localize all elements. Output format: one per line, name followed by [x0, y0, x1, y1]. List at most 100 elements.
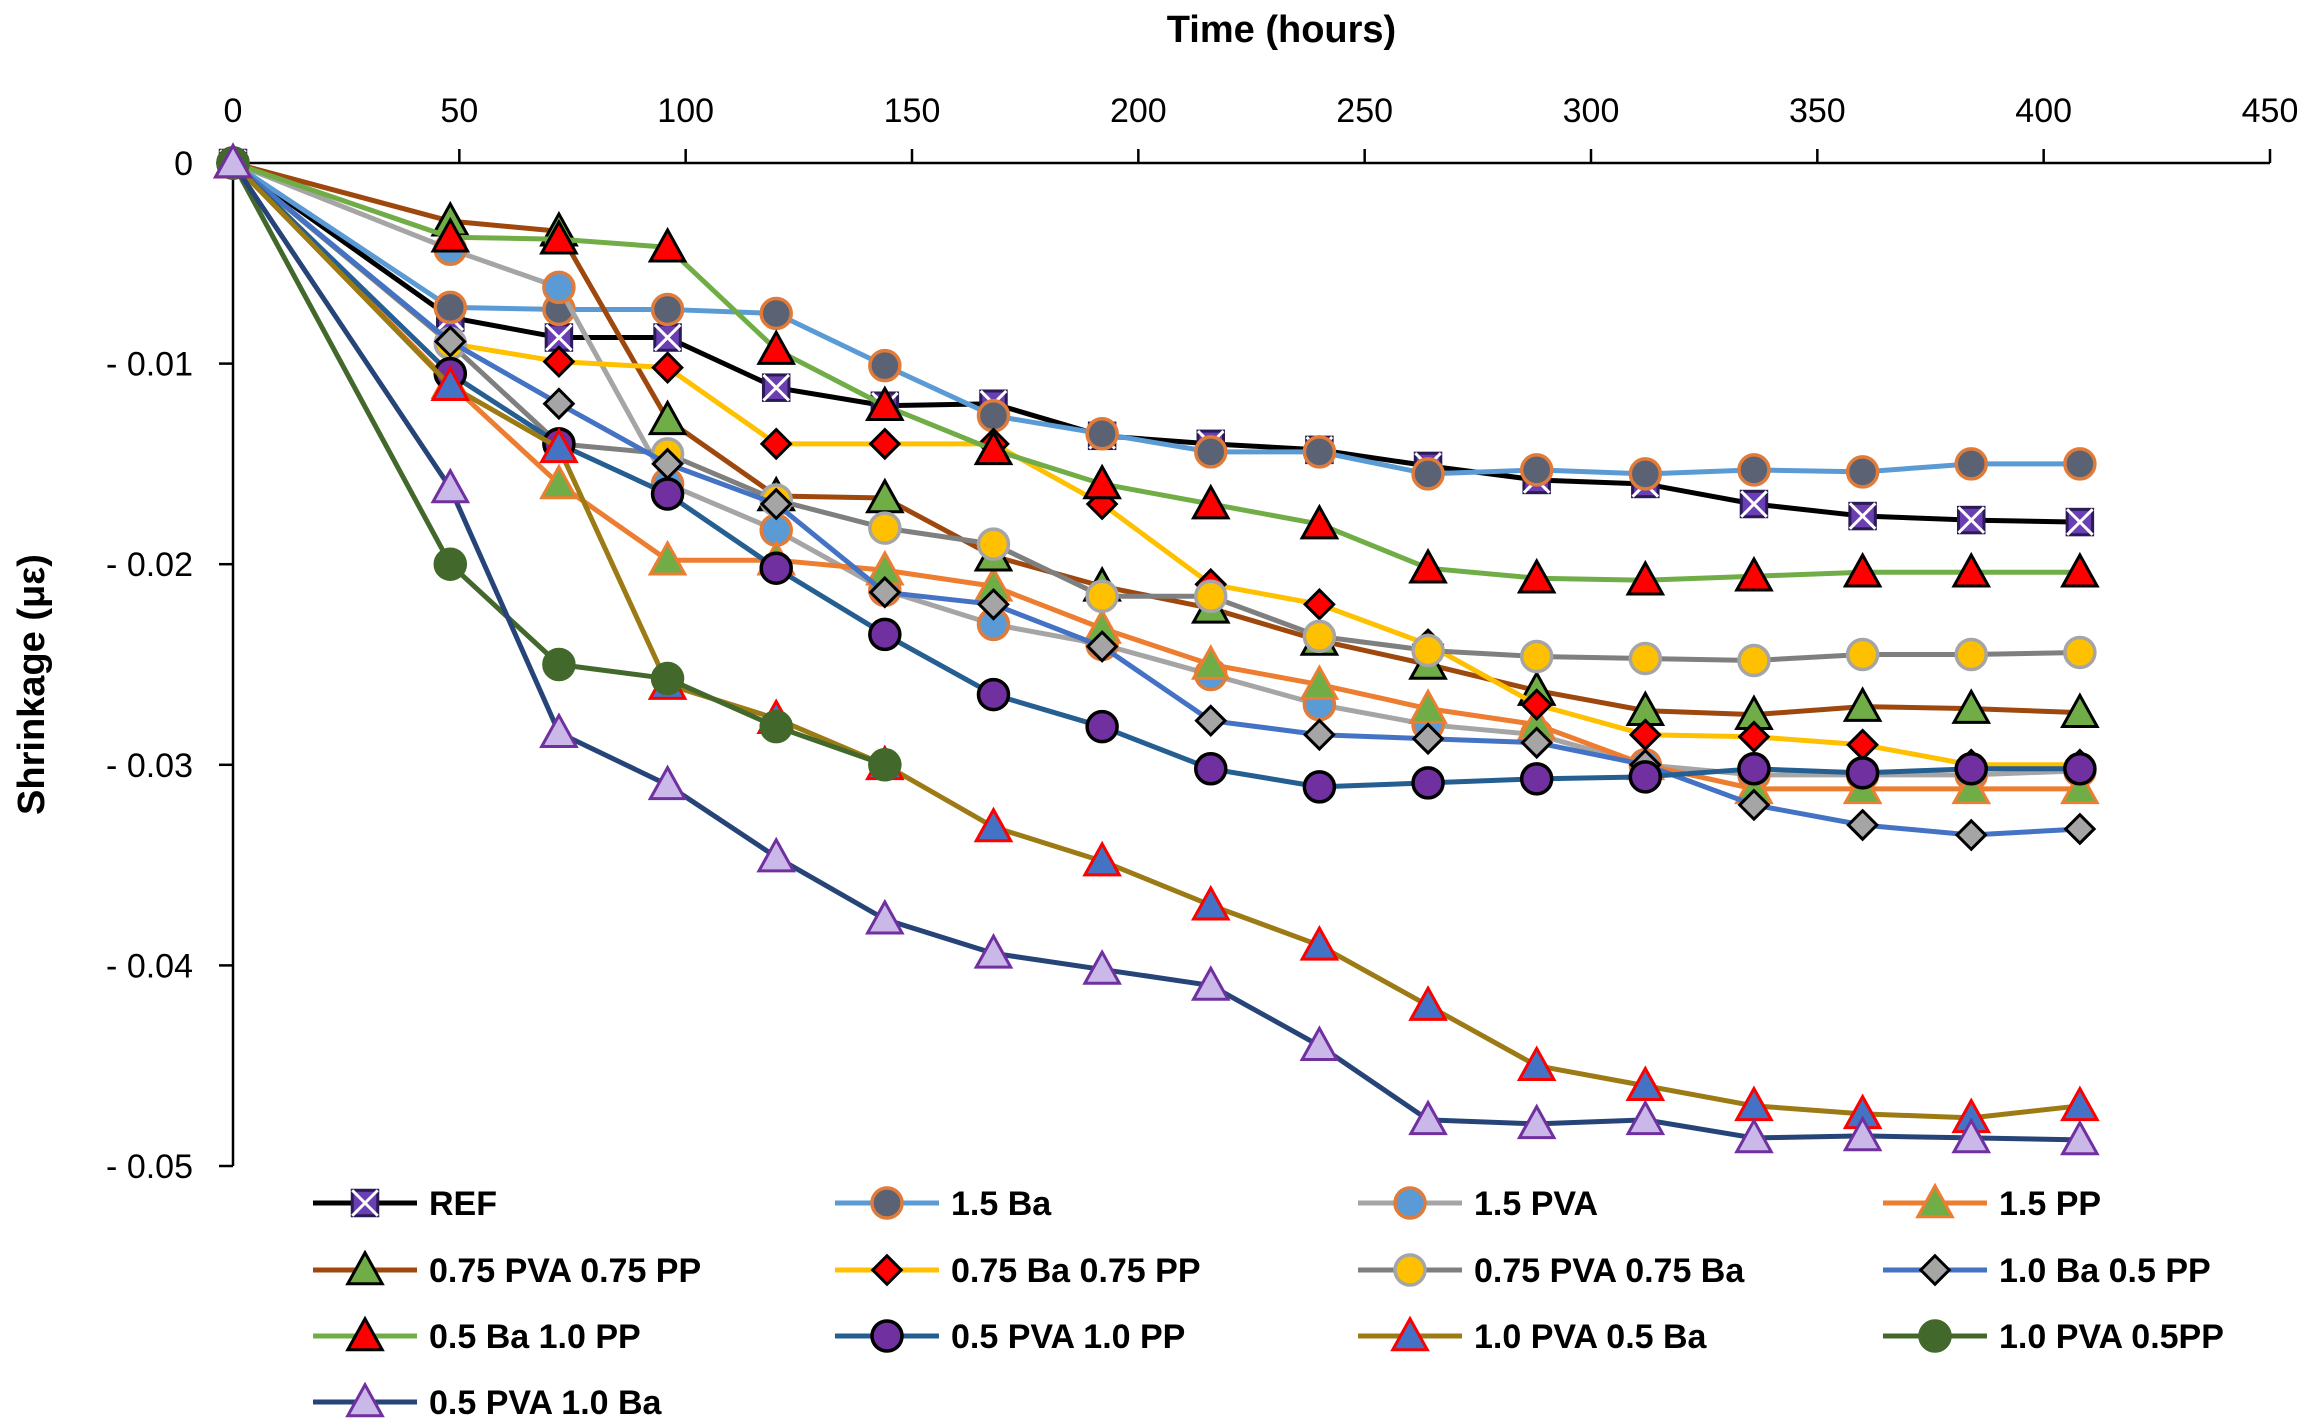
data-point: [650, 477, 685, 511]
legend-marker: [870, 1253, 904, 1287]
series-line: [230, 160, 888, 768]
data-point: [1625, 559, 1666, 596]
data-point: [1737, 720, 1771, 754]
data-point: [1082, 463, 1122, 500]
data-point: [1951, 1117, 1992, 1154]
data-point: [542, 345, 576, 378]
legend-item: 0.75 PVA 0.75 Ba: [1358, 1252, 1745, 1290]
data-point: [2063, 752, 2097, 786]
data-point: [1085, 417, 1119, 451]
data-point: [1734, 555, 1774, 592]
data-point: [1085, 709, 1119, 744]
legend-marker: [1393, 1253, 1427, 1287]
data-point: [430, 216, 471, 253]
series-9: [216, 146, 2097, 804]
legend-item: 1.0 Ba 0.5 PP: [1883, 1252, 2211, 1290]
legend-marker: [345, 1315, 385, 1352]
data-point: [1302, 619, 1337, 654]
data-point: [430, 467, 471, 504]
data-point: [865, 898, 905, 935]
legend-marker: [1390, 1315, 1430, 1352]
legend-label: 0.75 Ba 0.75 PP: [951, 1252, 1201, 1290]
legend-item: 1.5 Ba: [835, 1185, 1052, 1223]
series-4: [213, 142, 2100, 730]
series-line: [230, 160, 2083, 768]
data-point: [1737, 788, 1771, 822]
data-point: [1411, 633, 1445, 668]
data-point: [976, 399, 1011, 433]
legend-label: 0.75 PVA 0.75 Ba: [1474, 1252, 1745, 1290]
legend-marker: [350, 1188, 380, 1218]
data-point: [1739, 489, 1769, 519]
data-point: [1628, 641, 1663, 676]
data-point: [1519, 762, 1554, 796]
data-point: [650, 661, 685, 696]
legend-marker: [1393, 1186, 1427, 1220]
data-point: [430, 365, 471, 401]
data-point: [647, 399, 688, 436]
data-point: [759, 427, 793, 461]
data-point: [1846, 808, 1879, 842]
data-point: [2060, 551, 2100, 588]
data-point: [653, 323, 682, 352]
data-point: [868, 748, 902, 782]
data-point: [2065, 507, 2095, 537]
legend-label: 1.5 Ba: [951, 1185, 1052, 1223]
data-point: [1190, 965, 1231, 1001]
data-point: [868, 348, 902, 383]
x-tick-label: 300: [1563, 92, 1620, 130]
x-tick-label: 350: [1789, 92, 1846, 130]
data-point: [1082, 949, 1122, 985]
legend-label: 0.5 PVA 1.0 PP: [951, 1318, 1185, 1356]
data-point: [2060, 1119, 2100, 1156]
x-tick-label: 50: [440, 92, 478, 130]
x-tick-label: 400: [2015, 92, 2072, 130]
data-point: [1408, 985, 1448, 1021]
x-tick-label: 250: [1336, 92, 1393, 130]
data-point: [756, 836, 796, 873]
legend: REF 1.5 Ba 1.5 PVA 1.5 PP 0.75 PVA 0.75 PP 0.…: [313, 1182, 2224, 1422]
marker-cross: [653, 323, 682, 352]
data-point: [2063, 812, 2097, 846]
data-point: [1411, 722, 1445, 756]
data-point: [1520, 726, 1554, 760]
series-12: [213, 142, 2100, 1156]
legend-item: 0.5 Ba 1.0 PP: [313, 1315, 641, 1356]
data-point: [1299, 503, 1340, 540]
data-point: [1737, 752, 1771, 786]
data-point: [973, 806, 1014, 843]
data-point: [1628, 457, 1663, 491]
data-point: [542, 387, 576, 421]
data-point: [1516, 557, 1557, 594]
data-point: [1516, 1045, 1557, 1081]
data-point: [1190, 483, 1231, 520]
data-point: [1954, 818, 1988, 852]
data-point: [539, 712, 579, 749]
x-tick-label: 450: [2242, 92, 2299, 130]
data-point: [976, 677, 1011, 712]
legend-label: 0.5 PVA 1.0 Ba: [429, 1384, 663, 1422]
data-point: [1954, 447, 1988, 481]
data-point: [1408, 547, 1448, 584]
legend-item: 1.5 PVA: [1358, 1185, 1598, 1223]
data-point: [1299, 664, 1340, 700]
legend-marker: [1918, 1319, 1952, 1353]
data-point: [1625, 1099, 1666, 1136]
series-0: [218, 148, 2095, 537]
series-3: [213, 142, 2100, 805]
legend-item: 1.0 PVA 0.5PP: [1883, 1318, 2224, 1356]
data-point: [1846, 728, 1879, 762]
x-tick-label: 150: [884, 92, 941, 130]
series-line: [230, 160, 2083, 790]
data-point: [1734, 1117, 1774, 1154]
marker-cross: [1848, 502, 1877, 530]
marker-cross: [1957, 506, 1986, 534]
legend-label: 1.0 Ba 0.5 PP: [1999, 1252, 2211, 1290]
data-point: [973, 933, 1014, 969]
legend-label: 1.0 PVA 0.5PP: [1999, 1318, 2224, 1356]
legend-marker: [870, 1186, 904, 1220]
series-layer: [213, 142, 2100, 1156]
y-tick-label: - 0.04: [106, 947, 193, 985]
marker-cross: [1740, 490, 1768, 518]
data-point: [433, 290, 468, 325]
